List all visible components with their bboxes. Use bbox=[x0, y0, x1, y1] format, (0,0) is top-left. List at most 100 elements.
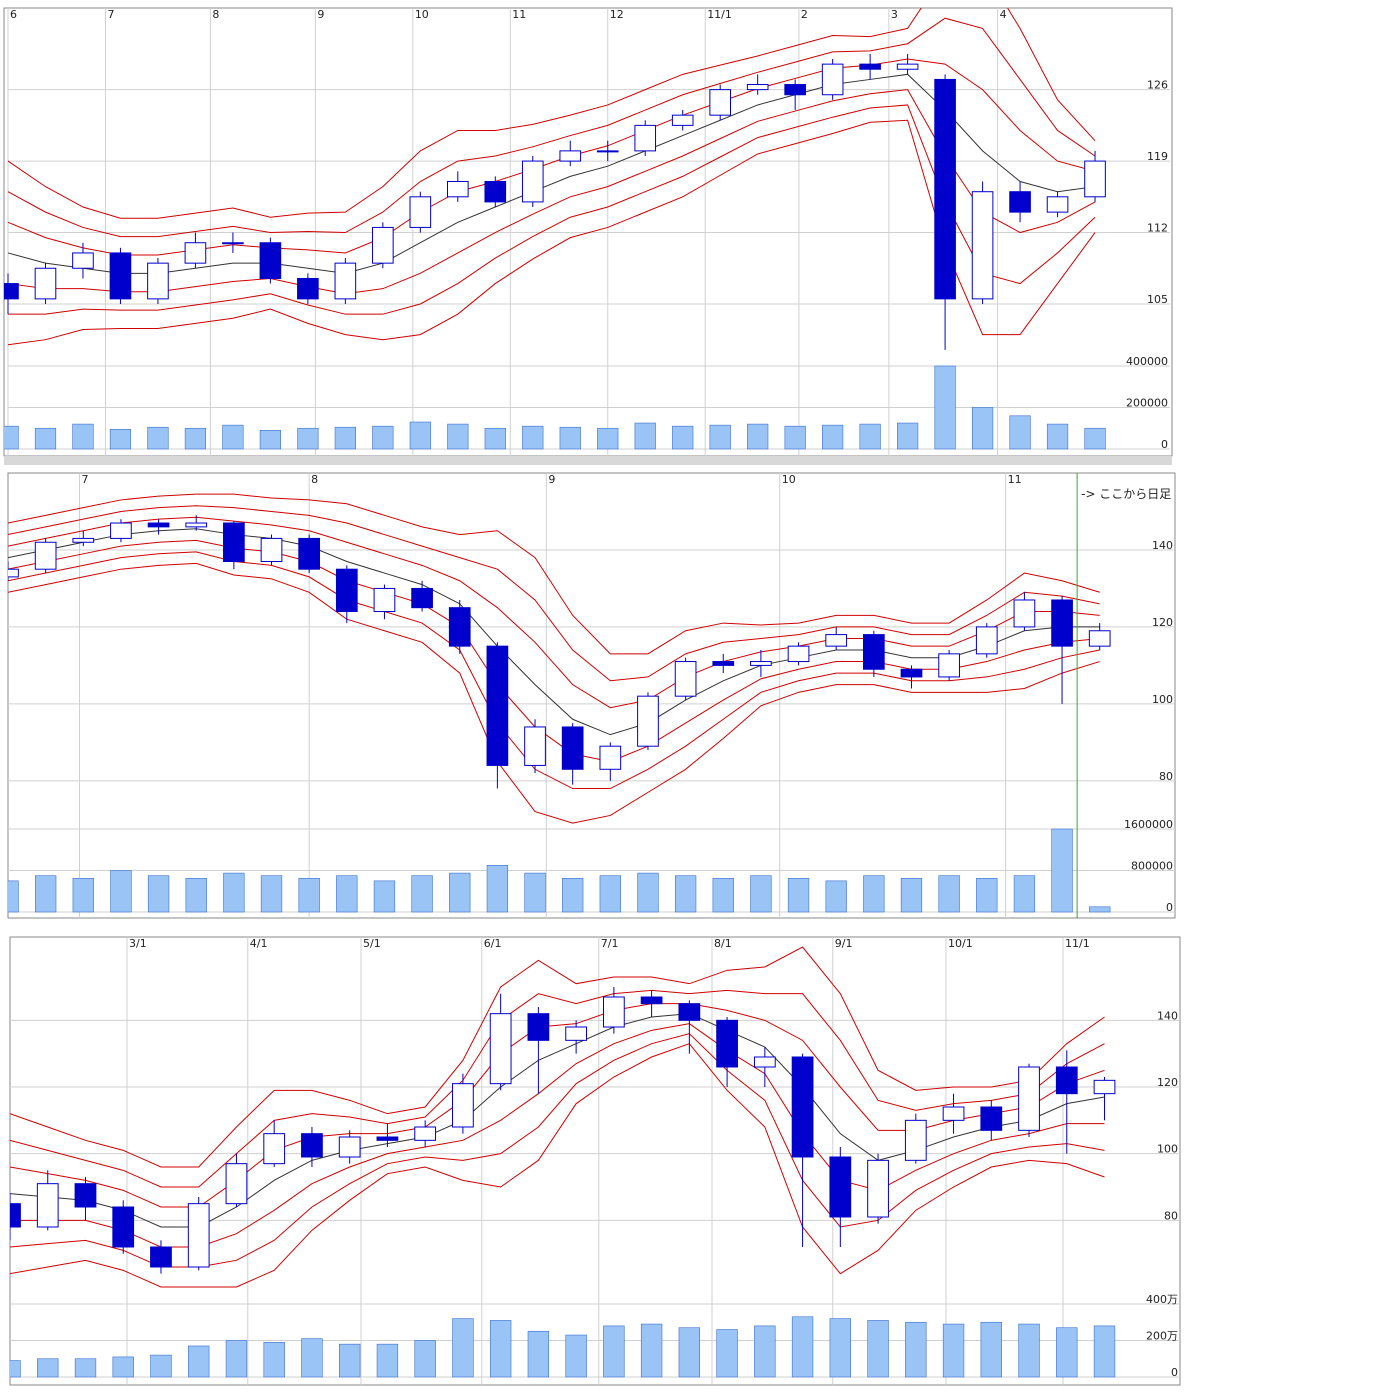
volume-bar bbox=[559, 426, 581, 450]
band-line bbox=[8, 516, 1100, 709]
candle-body bbox=[1046, 196, 1069, 213]
volume-bar bbox=[754, 1325, 776, 1378]
candle-body bbox=[900, 668, 923, 678]
candle-body bbox=[484, 181, 507, 203]
candle-body bbox=[110, 522, 132, 539]
band-line bbox=[7, 89, 1096, 295]
volume-tick-label: 200万 bbox=[1146, 1330, 1178, 1343]
candle-body bbox=[896, 63, 919, 70]
candle-body bbox=[263, 1133, 286, 1165]
band-line bbox=[8, 562, 1100, 824]
x-tick-label: 6/1 bbox=[484, 937, 502, 950]
x-tick-label: 9/1 bbox=[835, 937, 853, 950]
candle-body bbox=[376, 1136, 399, 1141]
panel: 7 8 9 10 11 80 100 120 140 0 800000 1600000 -> ここから日… bbox=[8, 473, 1175, 918]
band-line bbox=[7, 73, 1096, 274]
volume-bar bbox=[716, 1329, 738, 1378]
candle-body bbox=[712, 661, 735, 666]
volume-bar bbox=[489, 1320, 512, 1378]
volume-tick-label: 800000 bbox=[1131, 860, 1173, 873]
volume-bar bbox=[376, 1343, 399, 1378]
candle-body bbox=[372, 226, 394, 264]
volume-bar bbox=[867, 1320, 889, 1378]
volume-tick-label: 0 bbox=[1166, 901, 1173, 914]
volume-bar bbox=[110, 870, 132, 913]
candle-body bbox=[298, 537, 321, 570]
candle-body bbox=[791, 1056, 814, 1158]
volume-bar bbox=[373, 880, 396, 913]
candle-body bbox=[36, 1183, 59, 1228]
x-tick-label: 4/1 bbox=[250, 937, 268, 950]
scrollbar[interactable] bbox=[4, 456, 1172, 465]
band-line bbox=[10, 946, 1105, 1168]
volume-bar bbox=[263, 1342, 285, 1378]
candle-body bbox=[10, 1203, 21, 1228]
candle-body bbox=[72, 537, 95, 543]
volume-bar bbox=[747, 423, 769, 450]
candle-body bbox=[753, 1056, 776, 1068]
candle-body bbox=[561, 726, 584, 770]
volume-bar bbox=[712, 877, 734, 913]
volume-bar bbox=[109, 428, 132, 450]
x-tick-label: 4 bbox=[1000, 8, 1007, 21]
candle-body bbox=[859, 63, 881, 70]
volume-bar bbox=[784, 425, 806, 450]
candle-body bbox=[223, 522, 245, 562]
volume-bar bbox=[980, 1321, 1002, 1378]
volume-bar bbox=[1051, 828, 1073, 913]
volume-tick-label: 0 bbox=[1161, 438, 1168, 451]
volume-bar bbox=[1056, 1327, 1078, 1378]
volume-bar bbox=[822, 424, 844, 450]
volume-bar bbox=[603, 1325, 625, 1378]
candle-body bbox=[338, 1136, 361, 1158]
candle-body bbox=[184, 242, 207, 264]
volume-bar bbox=[259, 430, 281, 450]
panel-frame bbox=[9, 936, 1181, 1386]
candle-body bbox=[716, 1019, 738, 1068]
candle-body bbox=[1084, 160, 1106, 198]
volume-bar bbox=[447, 423, 469, 450]
volume-bar bbox=[1018, 1323, 1040, 1378]
candle-body bbox=[971, 191, 994, 300]
volume-bar bbox=[971, 407, 994, 450]
panel-frame bbox=[7, 472, 1176, 919]
volume-bar bbox=[1013, 875, 1036, 913]
candle-body bbox=[1018, 1066, 1040, 1131]
candle-body bbox=[187, 1203, 210, 1268]
volume-bar bbox=[829, 1318, 852, 1378]
candle-body bbox=[1055, 1066, 1078, 1095]
volume-bar bbox=[674, 875, 697, 913]
y-tick-label: 80 bbox=[1164, 1209, 1178, 1222]
volume-bar bbox=[486, 865, 509, 913]
candle-body bbox=[975, 626, 998, 655]
candle-body bbox=[750, 661, 772, 666]
candle-body bbox=[674, 661, 697, 697]
y-tick-label: 119 bbox=[1147, 150, 1168, 163]
volume-bar bbox=[297, 427, 319, 450]
candle-body bbox=[938, 653, 960, 678]
volume-bar bbox=[484, 427, 506, 450]
x-tick-label: 10/1 bbox=[948, 937, 973, 950]
volume-bar bbox=[411, 875, 433, 913]
volume-bar bbox=[225, 1340, 248, 1378]
candle-body bbox=[904, 1119, 927, 1161]
volume-bar bbox=[863, 875, 885, 913]
volume-bar bbox=[37, 1358, 59, 1378]
volume-bar bbox=[301, 1338, 323, 1378]
volume-bar bbox=[1046, 423, 1069, 450]
candle-body bbox=[787, 645, 810, 663]
y-tick-label: 126 bbox=[1147, 79, 1168, 92]
band-line bbox=[7, 119, 1096, 346]
volume-bar bbox=[147, 875, 170, 913]
candle-body bbox=[602, 996, 625, 1028]
volume-bar bbox=[597, 427, 619, 450]
volume-tick-label: 400000 bbox=[1126, 355, 1168, 368]
candle-body bbox=[934, 78, 956, 300]
x-tick-label: 9 bbox=[317, 8, 324, 21]
candle-body bbox=[150, 1246, 172, 1268]
candle-body bbox=[489, 1013, 512, 1085]
candle-body bbox=[185, 522, 208, 528]
candle-body bbox=[709, 89, 732, 116]
panel-frame bbox=[3, 7, 1173, 457]
